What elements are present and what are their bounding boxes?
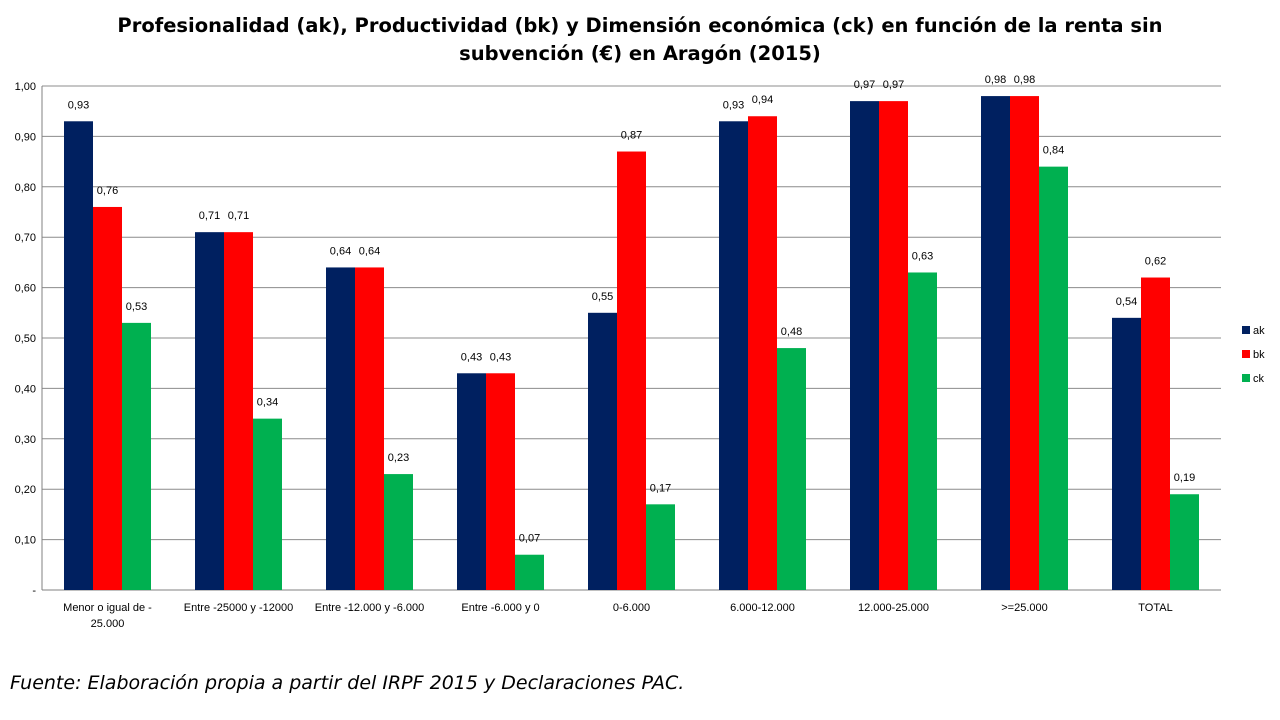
y-tick-label: 0,90: [15, 131, 36, 143]
chart-title: Profesionalidad (ak), Productividad (bk)…: [0, 12, 1280, 68]
data-label: 0,19: [1174, 472, 1195, 484]
y-tick-label: 1,00: [15, 81, 36, 93]
legend-swatch-ck: [1242, 374, 1250, 382]
data-label: 0,97: [854, 79, 875, 91]
bar-ck: [253, 418, 282, 590]
data-label: 0,43: [461, 351, 482, 363]
legend-swatch-bk: [1242, 350, 1250, 358]
data-label: 0,43: [490, 351, 511, 363]
data-label: 0,97: [883, 79, 904, 91]
bar-bk: [486, 373, 515, 590]
legend-label-bk: bk: [1253, 349, 1265, 361]
data-label: 0,54: [1116, 296, 1137, 308]
x-tick-label: Entre -25000 y -12000: [184, 602, 293, 614]
data-label: 0,53: [126, 301, 147, 313]
y-tick-label: 0,70: [15, 232, 36, 244]
bar-ak: [195, 232, 224, 590]
bar-bk: [879, 101, 908, 591]
data-label: 0,93: [723, 99, 744, 111]
bar-ak: [719, 121, 748, 590]
x-tick-label: 0-6.000: [613, 602, 650, 614]
y-tick-label: 0,20: [15, 484, 36, 496]
chart-title-line-2: subvención (€) en Aragón (2015): [459, 42, 821, 65]
data-label: 0,63: [912, 250, 933, 262]
bar-ck: [908, 272, 937, 590]
x-tick-label: Entre -6.000 y 0: [461, 602, 539, 614]
data-label: 0,64: [330, 245, 351, 257]
bar-ak: [64, 121, 93, 590]
data-label: 0,94: [752, 94, 773, 106]
bar-ck: [1170, 494, 1199, 590]
source-note: Fuente: Elaboración propia a partir del …: [10, 672, 685, 694]
bar-ak: [457, 373, 486, 590]
data-label: 0,62: [1145, 256, 1166, 268]
data-label: 0,76: [97, 185, 118, 197]
bar-ck: [1039, 166, 1068, 590]
data-label: 0,71: [228, 210, 249, 222]
bar-bk: [1141, 277, 1170, 590]
data-label: 0,17: [650, 482, 671, 494]
bar-ak: [326, 267, 355, 590]
y-tick-label: 0,10: [15, 535, 36, 547]
data-label: 0,93: [68, 99, 89, 111]
data-label: 0,64: [359, 245, 380, 257]
y-tick-label: 0,40: [15, 383, 36, 395]
bar-ck: [515, 554, 544, 590]
bar-bk: [1010, 96, 1039, 590]
data-label: 0,84: [1043, 145, 1064, 157]
bar-ck: [777, 348, 806, 590]
data-label: 0,87: [621, 130, 642, 142]
bar-ck: [384, 474, 413, 590]
data-label: 0,48: [781, 326, 802, 338]
data-label: 0,98: [985, 74, 1006, 86]
x-tick-label: 6.000-12.000: [730, 602, 795, 614]
y-tick-label: -: [32, 585, 36, 597]
y-tick-label: 0,80: [15, 182, 36, 194]
bar-ak: [588, 312, 617, 590]
bar-bk: [748, 116, 777, 591]
bar-bk: [224, 232, 253, 590]
bar-bk: [617, 151, 646, 590]
data-label: 0,23: [388, 452, 409, 464]
y-tick-label: 0,30: [15, 434, 36, 446]
x-tick-label: 25.000: [91, 618, 125, 630]
chart-title-line-1: Profesionalidad (ak), Productividad (bk)…: [117, 14, 1163, 37]
y-tick-label: 0,60: [15, 283, 36, 295]
bar-bk: [93, 206, 122, 590]
bar-ak: [981, 96, 1010, 590]
bar-bk: [355, 267, 384, 590]
legend-label-ak: ak: [1253, 325, 1265, 337]
data-label: 0,98: [1014, 74, 1035, 86]
data-label: 0,55: [592, 291, 613, 303]
legend-swatch-ak: [1242, 326, 1250, 334]
x-tick-label: 12.000-25.000: [858, 602, 929, 614]
legend-label-ck: ck: [1253, 373, 1265, 385]
data-label: 0,71: [199, 210, 220, 222]
x-tick-label: >=25.000: [1001, 602, 1048, 614]
bar-ak: [1112, 317, 1141, 590]
x-tick-label: Menor o igual de -: [63, 602, 152, 614]
bar-ck: [646, 504, 675, 590]
x-tick-label: Entre -12.000 y -6.000: [315, 602, 424, 614]
data-label: 0,07: [519, 533, 540, 545]
y-tick-label: 0,50: [15, 333, 36, 345]
data-label: 0,34: [257, 397, 278, 409]
bar-ak: [850, 101, 879, 591]
bar-ck: [122, 322, 151, 590]
x-tick-label: TOTAL: [1138, 602, 1172, 614]
